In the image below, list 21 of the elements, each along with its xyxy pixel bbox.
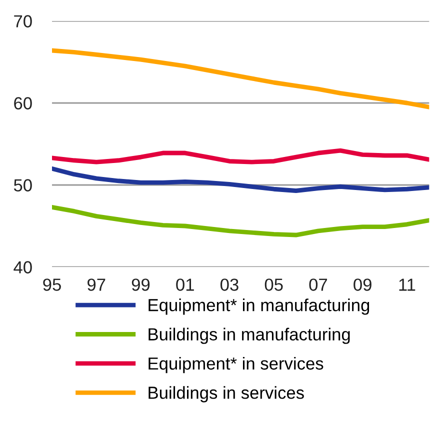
x-tick-label: 11 [399,278,416,291]
y-tick-label: 60 [14,97,32,110]
line-series [52,166,430,193]
y-tick-label: 50 [14,179,32,192]
y-tick-label: 40 [14,261,32,274]
x-tick-label: 03 [220,278,238,291]
line-series [52,204,430,238]
legend-label: Buildings in manufacturing [148,328,350,344]
x-tick-label: 95 [43,278,61,291]
legend-label: Equipment* in services [148,356,324,374]
legend-label: Equipment* in manufacturing [148,298,370,315]
x-tick-label: 97 [88,278,106,291]
line-series [52,48,430,110]
x-tick-label: 09 [354,278,372,291]
x-tick-label: 07 [309,278,327,291]
line-series [52,148,430,164]
legend-label: Buildings in services [148,386,304,402]
x-tick-label: 01 [176,278,194,291]
x-tick-label: 99 [132,278,150,291]
x-tick-label: 05 [264,278,283,291]
y-tick-label: 70 [14,15,32,28]
